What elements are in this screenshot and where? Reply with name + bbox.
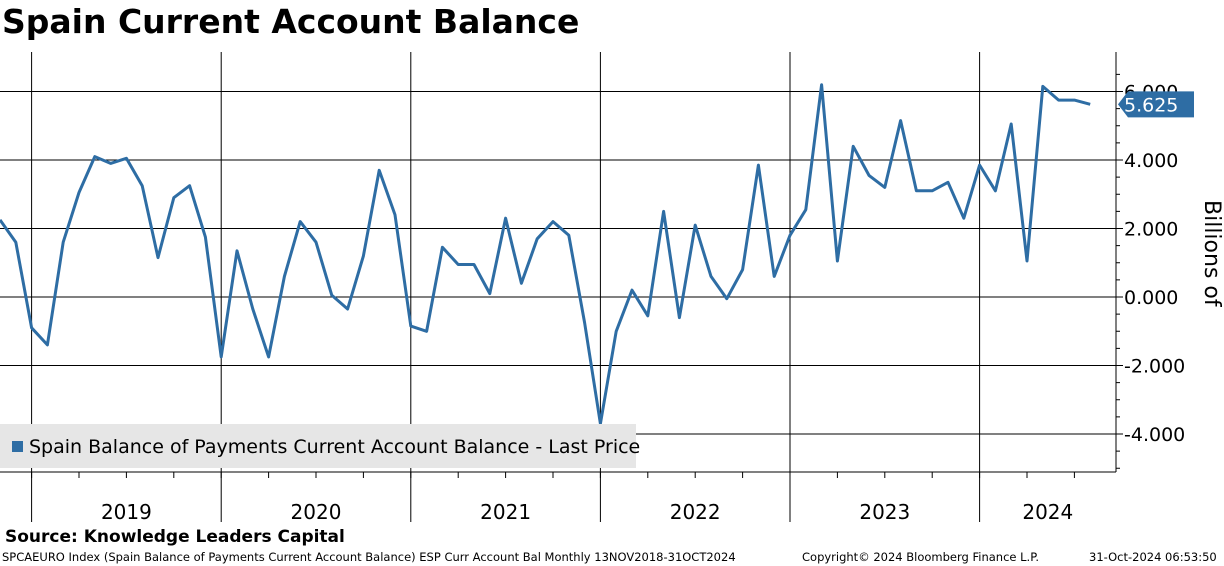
x-axis: 2019 2020 2021 2022 2023 2024 — [0, 471, 1116, 524]
last-value-marker: 5.625 — [1118, 91, 1194, 118]
data-point — [346, 308, 349, 311]
data-point — [710, 275, 713, 278]
data-point — [662, 210, 665, 213]
y-tick-label: 2.000 — [1124, 219, 1178, 241]
y-tick-label: 0.000 — [1124, 287, 1178, 309]
legend: Spain Balance of Payments Current Accoun… — [0, 424, 640, 468]
data-point — [820, 83, 823, 86]
legend-label: Spain Balance of Payments Current Accoun… — [29, 436, 641, 458]
data-point — [1057, 99, 1060, 102]
x-tick-label: 2020 — [291, 500, 342, 524]
data-point — [899, 119, 902, 122]
data-point — [1073, 99, 1076, 102]
data-point — [441, 246, 444, 249]
last-value-label: 5.625 — [1124, 94, 1178, 116]
footer-copyright: Copyright© 2024 Bloomberg Finance L.P. — [802, 550, 1039, 564]
data-point — [536, 237, 539, 240]
data-point — [157, 256, 160, 259]
data-point — [725, 297, 728, 300]
data-point — [315, 241, 318, 244]
data-point — [915, 189, 918, 192]
data-point — [883, 186, 886, 189]
data-point — [409, 325, 412, 328]
y-tick-label: 4.000 — [1124, 150, 1178, 172]
data-point — [947, 181, 950, 184]
data-point — [172, 196, 175, 199]
data-point — [741, 268, 744, 271]
data-point — [1026, 260, 1029, 263]
data-point — [473, 263, 476, 266]
x-tick-label: 2023 — [859, 500, 910, 524]
data-point — [141, 184, 144, 187]
data-point — [789, 234, 792, 237]
data-point — [457, 263, 460, 266]
footer-timestamp: 31-Oct-2024 06:53:50 — [1089, 550, 1217, 564]
data-point — [330, 294, 333, 297]
data-point — [504, 217, 507, 220]
data-point — [757, 164, 760, 167]
data-point — [1010, 123, 1013, 126]
data-point — [1089, 103, 1092, 106]
data-point — [236, 249, 239, 252]
data-point — [30, 326, 33, 329]
x-tick-label: 2024 — [1022, 500, 1073, 524]
data-point — [646, 314, 649, 317]
chart-title: Spain Current Account Balance — [2, 2, 580, 41]
data-point — [14, 241, 17, 244]
data-point — [678, 316, 681, 319]
data-point — [520, 282, 523, 285]
series-layer — [0, 83, 1092, 426]
y-axis-label: Billions of — [1199, 200, 1224, 307]
data-point — [615, 330, 618, 333]
x-tick-label: 2019 — [101, 500, 152, 524]
data-point — [93, 155, 96, 158]
source-note: Source: Knowledge Leaders Capital — [5, 527, 345, 547]
x-tick-label: 2022 — [670, 500, 721, 524]
data-point — [267, 355, 270, 358]
x-tick-label: 2021 — [480, 500, 531, 524]
last-value-badge — [1118, 91, 1194, 118]
data-point — [552, 220, 555, 223]
data-point — [694, 224, 697, 227]
data-point — [773, 275, 776, 278]
data-point — [583, 321, 586, 324]
data-point — [62, 241, 65, 244]
data-point — [425, 330, 428, 333]
footer-series-info: SPCAEURO Index (Spain Balance of Payment… — [2, 550, 736, 564]
data-point — [394, 213, 397, 216]
data-point — [251, 308, 254, 311]
data-point — [631, 289, 634, 292]
horizontal-gridlines — [0, 91, 1116, 435]
data-point — [378, 169, 381, 172]
data-point — [994, 189, 997, 192]
data-point — [46, 343, 49, 346]
data-point — [1041, 85, 1044, 88]
data-point — [836, 260, 839, 263]
data-point — [299, 220, 302, 223]
data-point — [109, 162, 112, 165]
y-tick-label: -4.000 — [1124, 424, 1185, 446]
data-point — [125, 157, 128, 160]
legend-swatch — [12, 441, 23, 452]
data-point — [220, 355, 223, 358]
data-point — [852, 145, 855, 148]
series-line — [0, 83, 1091, 426]
data-point — [362, 254, 365, 257]
data-point — [978, 164, 981, 167]
data-point — [567, 234, 570, 237]
data-point — [488, 292, 491, 295]
data-point — [868, 174, 871, 177]
data-point — [931, 189, 934, 192]
data-point — [283, 275, 286, 278]
data-point — [204, 236, 207, 239]
data-point — [188, 184, 191, 187]
data-point — [962, 217, 965, 220]
data-point — [78, 191, 81, 194]
data-point — [804, 208, 807, 211]
y-tick-label: -2.000 — [1124, 356, 1185, 378]
